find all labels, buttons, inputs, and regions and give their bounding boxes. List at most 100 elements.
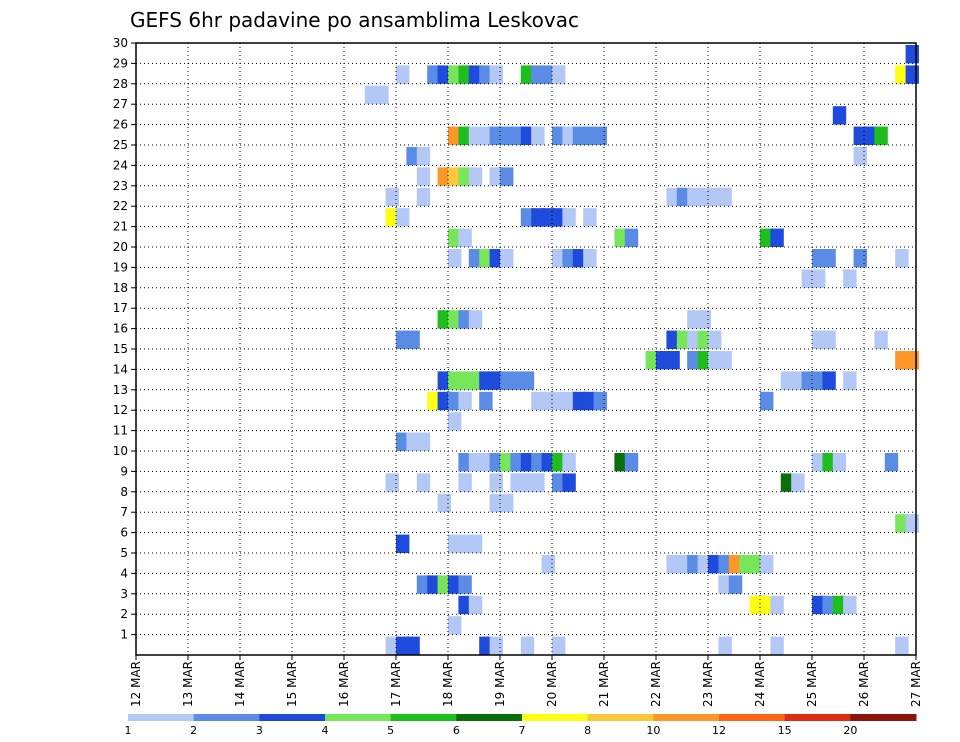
- heatmap-cell: [416, 432, 431, 451]
- heatmap-cell: [822, 330, 836, 349]
- heatmap-cell: [552, 126, 566, 145]
- heatmap-cell: [562, 208, 576, 227]
- heatmap-cell: [406, 330, 420, 349]
- x-tick-label: 15 MAR: [285, 661, 299, 707]
- heatmap-cell: [791, 473, 805, 492]
- heatmap-cell: [520, 126, 535, 145]
- heatmap-cell: [468, 310, 483, 329]
- colorbar-swatch: [325, 714, 392, 721]
- y-tick-label: 30: [113, 36, 128, 50]
- heatmap-cell: [448, 310, 462, 329]
- heatmap-cell: [479, 453, 493, 472]
- heatmap-cell: [552, 473, 566, 492]
- heatmap-cell: [468, 167, 483, 186]
- heatmap-cell: [448, 412, 462, 431]
- x-tick-label: 25 MAR: [805, 661, 819, 707]
- heatmap-cell: [749, 595, 763, 615]
- heatmap-cell: [666, 187, 680, 207]
- heatmap-cell: [396, 636, 410, 655]
- heatmap-cell: [624, 228, 639, 247]
- heatmap-cell: [728, 555, 743, 574]
- heatmap-cells: [364, 45, 919, 655]
- x-tick-label: 14 MAR: [233, 661, 247, 707]
- heatmap-cell: [541, 453, 555, 472]
- heatmap-cell: [572, 249, 587, 268]
- heatmap-cell: [791, 371, 805, 390]
- x-tick-label: 17 MAR: [389, 661, 403, 707]
- heatmap-cell: [448, 616, 462, 635]
- heatmap-cell: [541, 555, 555, 574]
- heatmap-cell: [437, 391, 451, 411]
- heatmap-cell: [458, 391, 472, 411]
- heatmap-cell: [489, 65, 503, 84]
- heatmap-cell: [448, 371, 462, 390]
- heatmap-cell: [416, 147, 431, 166]
- y-tick-label: 21: [113, 220, 128, 234]
- heatmap-cell: [780, 371, 795, 390]
- colorbar-swatch: [193, 714, 260, 721]
- heatmap-cell: [812, 371, 826, 390]
- heatmap-cell: [500, 249, 514, 268]
- heatmap-cell: [406, 147, 420, 166]
- heatmap-cell: [531, 473, 545, 492]
- y-tick-label: 24: [113, 158, 128, 172]
- colorbar-label: 5: [387, 724, 394, 737]
- y-tick-label: 4: [120, 566, 128, 580]
- heatmap-cell: [396, 65, 410, 84]
- heatmap-cell: [874, 330, 888, 349]
- heatmap-cell: [458, 575, 472, 594]
- heatmap-cell: [489, 636, 503, 655]
- heatmap-cell: [416, 167, 431, 186]
- heatmap-cell: [468, 249, 483, 268]
- heatmap-cell: [822, 453, 836, 472]
- heatmap-cell: [895, 65, 909, 84]
- colorbar-label: 3: [256, 724, 263, 737]
- heatmap-cell: [396, 534, 410, 553]
- heatmap-cell: [812, 330, 826, 349]
- y-tick-label: 26: [113, 118, 128, 132]
- heatmap-cell: [905, 45, 919, 64]
- heatmap-cell: [375, 85, 389, 105]
- heatmap-cell: [520, 371, 535, 390]
- y-tick-label: 6: [120, 526, 128, 540]
- heatmap-cell: [572, 126, 587, 145]
- x-tick-label: 19 MAR: [493, 661, 507, 707]
- heatmap-cell: [832, 453, 847, 472]
- heatmap-cell: [666, 351, 680, 370]
- heatmap-cell: [624, 453, 639, 472]
- y-tick-label: 20: [113, 240, 128, 254]
- heatmap-cell: [552, 249, 566, 268]
- heatmap-cell: [687, 187, 701, 207]
- y-tick-label: 3: [120, 587, 128, 601]
- x-tick-label: 26 MAR: [857, 661, 871, 707]
- heatmap-cell: [406, 636, 420, 655]
- colorbar-label: 8: [584, 724, 591, 737]
- colorbar-swatch: [850, 714, 917, 721]
- heatmap-cell: [520, 636, 535, 655]
- heatmap-cell: [427, 575, 441, 594]
- heatmap-cell: [448, 534, 462, 553]
- heatmap-cell: [562, 453, 576, 472]
- heatmap-cell: [812, 269, 826, 288]
- heatmap-cell: [531, 208, 545, 227]
- heatmap-cell: [448, 391, 462, 411]
- heatmap-cell: [656, 351, 670, 370]
- colorbar-swatch: [522, 714, 589, 721]
- heatmap-cell: [468, 534, 483, 553]
- heatmap-cell: [822, 249, 836, 268]
- heatmap-cell: [468, 65, 483, 84]
- y-tick-label: 16: [113, 322, 128, 336]
- heatmap-cell: [520, 473, 535, 492]
- heatmap-cell: [770, 636, 784, 655]
- y-tick-label: 18: [113, 281, 128, 295]
- heatmap-cell: [520, 208, 535, 227]
- heatmap-cell: [874, 126, 888, 145]
- heatmap-cell: [708, 330, 722, 349]
- y-tick-label: 10: [113, 444, 128, 458]
- heatmap-cell: [500, 371, 514, 390]
- heatmap-cell: [593, 126, 607, 145]
- heatmap-cell: [739, 555, 753, 574]
- heatmap-cell: [843, 269, 857, 288]
- heatmap-cell: [500, 493, 514, 513]
- colorbar-label: 20: [843, 724, 857, 737]
